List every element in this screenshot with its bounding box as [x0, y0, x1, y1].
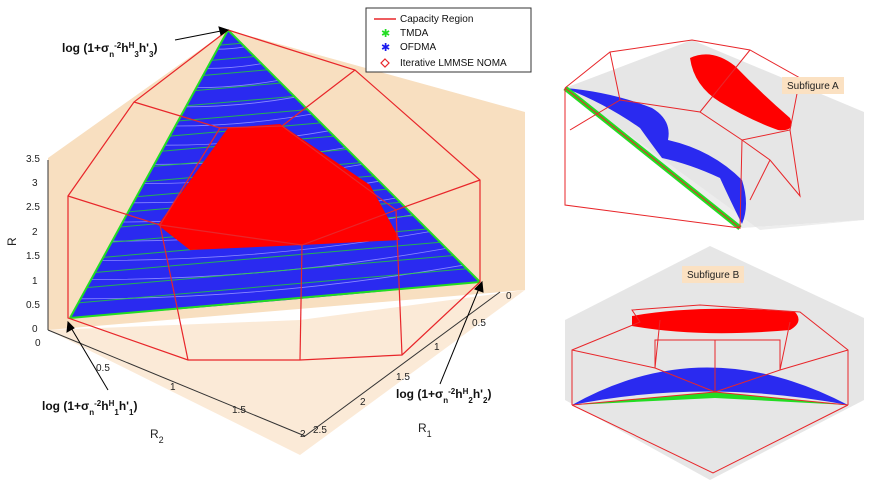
r1-ticks: 0 0.5 1 1.5 2 2.5	[313, 291, 512, 436]
legend: Capacity Region ✱ TMDA ✱ OFDMA Iterative…	[365, 7, 532, 73]
subfig-b-noma	[632, 308, 799, 334]
tmda-grid-line	[178, 109, 308, 122]
legend-swatch-noma	[380, 58, 390, 68]
r1-tick-label: 1.5	[396, 372, 410, 383]
subfigure-b: Subfigure B	[565, 246, 864, 480]
tmda-grid-line	[211, 56, 255, 61]
legend-label-capacity: Capacity Region	[400, 14, 473, 25]
subfig-a-title: Subfigure A	[787, 81, 839, 92]
r3-ticks: 0 0.5 1 1.5 2 2.5 3 3.5	[26, 154, 40, 335]
r3-tick-label: 1	[32, 276, 38, 287]
subfig-a-noma	[690, 54, 792, 131]
annotation-arrows	[66, 26, 484, 391]
r3-tick-label: 2	[32, 227, 38, 238]
subfig-a-title-box	[782, 77, 844, 94]
floor-pane	[48, 290, 525, 455]
r3-axis-label: R	[5, 237, 19, 246]
legend-label-ofdma: OFDMA	[400, 42, 436, 53]
r2-tick-label: 2	[300, 429, 306, 440]
tmda-grid-line	[78, 268, 467, 304]
r3-tick-label: 0.5	[26, 300, 40, 311]
r1-axis-label: R1	[418, 421, 432, 439]
annotation-top: log (1+σn-2hH3h'3)	[62, 41, 157, 59]
legend-label-noma: Iterative LMMSE NOMA	[400, 58, 507, 69]
tmda-edge	[69, 281, 481, 319]
annotation-left: log (1+σn-2hH1h'1)	[42, 399, 137, 417]
tmda-edge	[227, 29, 481, 283]
subfig-b-ofdma	[572, 367, 848, 405]
r2-tick-label: 1.5	[232, 405, 246, 416]
tmda-grid-line	[219, 42, 242, 46]
tmda-grid-line	[194, 82, 282, 92]
r2-axis-label: R2	[150, 427, 164, 445]
r3-tick-label: 0	[32, 324, 38, 335]
subfig-a-floor	[565, 88, 864, 230]
r2-tick-label: 0	[35, 338, 41, 349]
subfig-b-title-box	[682, 266, 744, 283]
subfig-b-tmda	[572, 392, 848, 405]
subfig-b-title: Subfigure B	[687, 270, 740, 281]
r1-tick-label: 0.5	[472, 318, 486, 329]
main-plot: 0 0.5 1 1.5 2 2.5 3 3.5 R 0 0.5 1 1.5 2 …	[5, 7, 532, 455]
legend-swatch-ofdma: ✱	[381, 41, 390, 54]
r1-tick-label: 1	[434, 342, 440, 353]
ofdma-contour	[196, 80, 279, 88]
subfig-b-wireframe	[571, 304, 849, 474]
r3-tick-label: 3	[32, 178, 38, 189]
capacity-region-wireframe	[67, 29, 481, 361]
r3-tick-label: 3.5	[26, 154, 40, 165]
legend-label-tmda: TMDA	[400, 28, 429, 39]
noma-region	[158, 124, 400, 250]
r2-ticks: 0 0.5 1 1.5 2	[35, 338, 306, 440]
ofdma-contour	[217, 46, 245, 50]
ofdma-contour	[206, 63, 262, 69]
tmda-grid-line	[94, 241, 441, 274]
r2-tick-label: 1	[170, 382, 176, 393]
tmda-grid-line	[203, 69, 268, 76]
r2-tick-label: 0.5	[96, 363, 110, 374]
axis-r2	[47, 329, 306, 437]
ofdma-contour	[185, 96, 296, 108]
r3-tick-label: 1.5	[26, 251, 40, 262]
r1-tick-label: 2	[360, 397, 366, 408]
r1-tick-label: 2.5	[313, 425, 327, 436]
tmda-grid-line	[86, 254, 454, 289]
ofdma-contour	[175, 113, 313, 127]
subfig-a-ofdma	[565, 88, 746, 224]
subfigure-a: Subfigure A	[563, 39, 864, 230]
r1-tick-label: 0	[506, 291, 512, 302]
legend-swatch-tmda: ✱	[381, 27, 390, 40]
r3-tick-label: 2.5	[26, 202, 40, 213]
tmda-edge	[69, 29, 229, 319]
annotation-right: log (1+σn-2hH2h'2)	[396, 387, 491, 405]
tmda-grid-line	[186, 95, 295, 107]
